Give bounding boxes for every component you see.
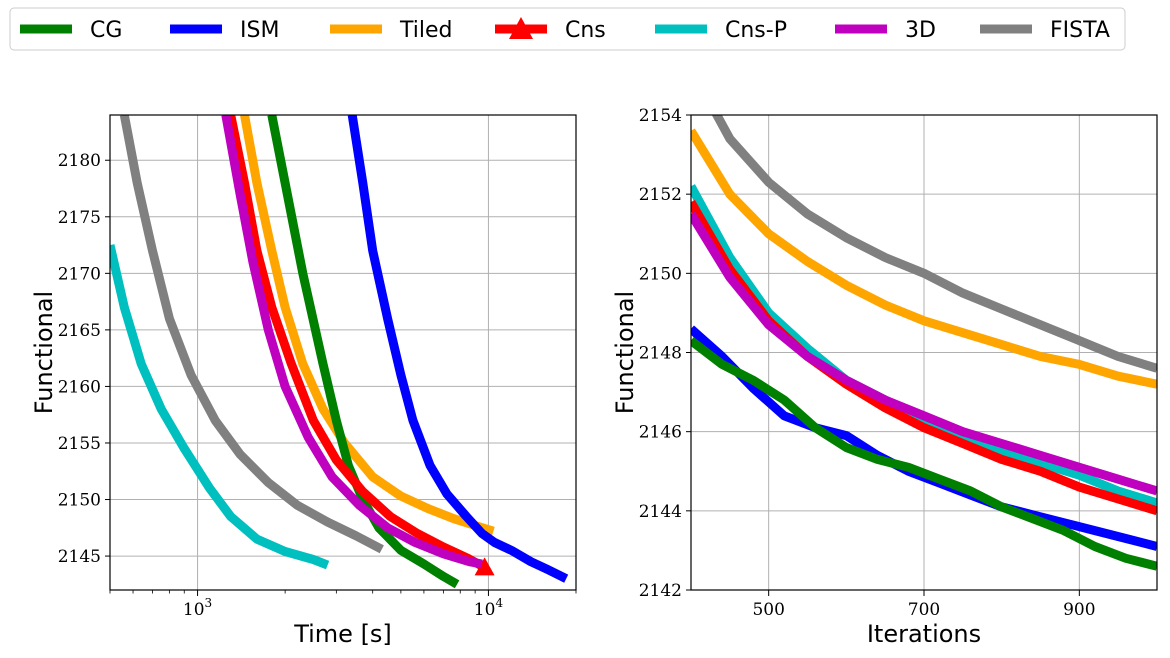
- y-tick-label: 2148: [639, 344, 682, 364]
- legend-label: CG: [90, 18, 122, 43]
- legend-label: Cns: [565, 18, 606, 43]
- series-line-cns-p: [110, 244, 330, 570]
- legend-label: FISTA: [1050, 18, 1110, 43]
- y-tick-label: 2145: [58, 547, 101, 567]
- y-tick-label: 2144: [639, 502, 682, 522]
- x-axis-label: Time [s]: [293, 620, 392, 648]
- y-tick-label: 2146: [639, 423, 682, 443]
- y-tick-label: 2155: [58, 434, 101, 454]
- series-line-cns: [226, 115, 487, 572]
- right-panel: 2142 2144 2146 2148 2150 2152 2154 500 700 900 Ite…: [611, 106, 1158, 648]
- x-tick-label: 104: [474, 596, 504, 620]
- series-line-fista: [119, 115, 384, 554]
- axes-frame: [690, 114, 1158, 591]
- x-tick-label: 900: [1063, 600, 1095, 620]
- legend-item-cns-p: Cns-P: [655, 18, 787, 43]
- series-line-3d: [691, 211, 1157, 496]
- axes-frame: [109, 114, 577, 591]
- legend-item-cg: CG: [20, 18, 122, 43]
- cns-end-marker: [474, 557, 495, 576]
- legend-frame: [9, 7, 1126, 51]
- y-tick-label: 2160: [58, 377, 101, 397]
- left-panel: 2145 2150 2155 2160 2165 2170 2175 2180 103 104 Ti…: [30, 114, 577, 648]
- legend-item-cns: Cns: [495, 17, 606, 43]
- y-tick-label: 2175: [58, 208, 101, 228]
- x-axis-label: Iterations: [867, 620, 981, 648]
- legend-item-ism: ISM: [170, 18, 279, 43]
- x-tick-label: 103: [183, 596, 212, 620]
- x-tick-label: 500: [752, 600, 784, 620]
- legend-label: 3D: [905, 18, 936, 43]
- series-line-fista: [711, 115, 1157, 373]
- legend-item-3d: 3D: [835, 18, 936, 43]
- y-tick-label: 2154: [639, 106, 682, 126]
- y-tick-label: 2152: [639, 185, 682, 205]
- x-tick-label: 700: [908, 600, 940, 620]
- series-line-tiled: [691, 128, 1157, 389]
- legend-label: Tiled: [399, 18, 453, 43]
- series-group: [691, 115, 1157, 571]
- y-axis-label: Functional: [611, 291, 639, 414]
- legend: CG ISM Tiled Cns Cns-P 3D FISTA: [9, 7, 1126, 51]
- triangle-marker-icon: [509, 17, 533, 39]
- series-line-3d: [221, 115, 483, 569]
- y-tick-label: 2165: [58, 321, 101, 341]
- series-group: [110, 115, 569, 589]
- legend-item-fista: FISTA: [980, 18, 1110, 43]
- y-tick-label: 2170: [58, 264, 101, 284]
- y-tick-label: 2180: [58, 151, 101, 171]
- y-tick-label: 2150: [639, 264, 682, 284]
- y-axis-label: Functional: [30, 291, 58, 414]
- legend-label: ISM: [240, 18, 279, 43]
- series-line-cg: [691, 337, 1157, 571]
- y-tick-label: 2142: [639, 581, 682, 601]
- legend-label: Cns-P: [725, 18, 787, 43]
- y-tick-label: 2150: [58, 491, 101, 511]
- series-line-ism: [347, 115, 569, 583]
- legend-item-tiled: Tiled: [330, 18, 453, 43]
